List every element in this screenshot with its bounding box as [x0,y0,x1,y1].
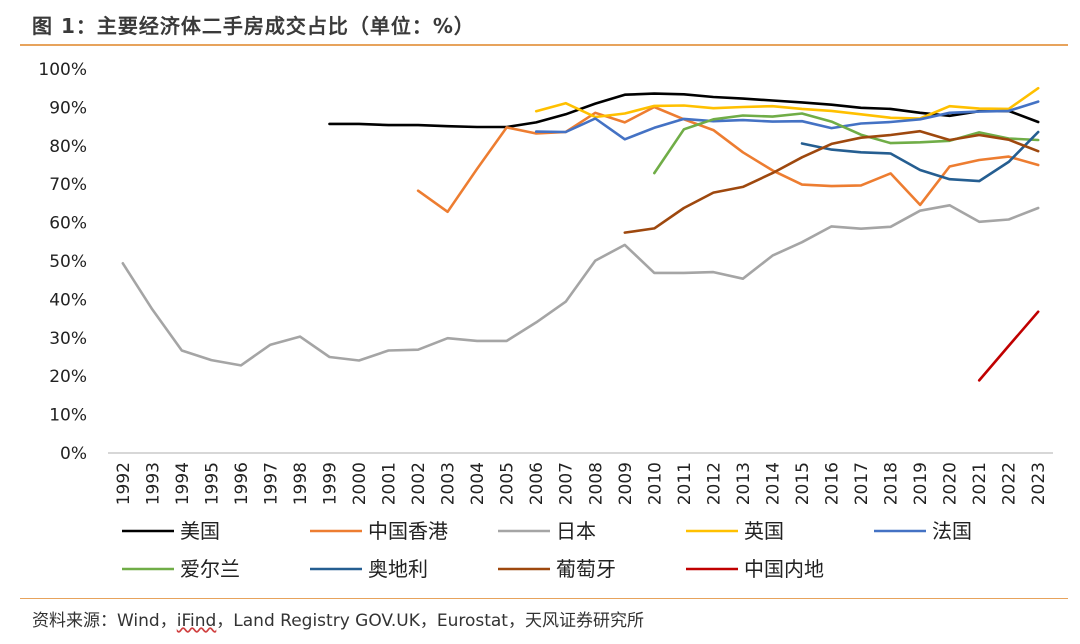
x-tick-label: 2002 [409,462,429,505]
x-tick-label: 1995 [202,462,222,505]
y-tick-label: 0% [60,444,87,464]
series-line-0 [328,92,1040,129]
y-tick-label: 30% [49,329,87,349]
y-tick-label: 80% [49,137,87,157]
y-tick-label: 100% [38,60,87,80]
x-tick-label: 2011 [675,462,695,505]
x-tick-label: 2018 [882,462,902,505]
series-line-4 [534,100,1040,141]
x-tick-label: 2010 [645,462,665,505]
y-tick-label: 10% [49,406,87,426]
y-tick-label: 70% [49,175,87,195]
x-tick-label: 2008 [586,462,606,505]
y-axis-tick-labels: 0% 10% 20% 30% 40% 50% 60% 70% 80% 90% 100% [38,60,87,464]
x-tick-label: 2007 [557,462,577,505]
x-tick-label: 2020 [941,462,961,505]
series-line-7 [623,129,1040,234]
title-divider [20,44,1068,46]
x-tick-label: 2015 [793,462,813,505]
source-suffix: ，Land Registry GOV.UK，Eurostat，天风证券研究所 [216,611,644,631]
x-tick-label: 1998 [291,462,311,505]
x-tick-label: 2005 [498,462,518,505]
legend-label-5: 爱尔兰 [180,557,240,581]
legend-label-7: 葡萄牙 [556,557,616,581]
series-line-3 [534,86,1040,120]
x-tick-label: 1992 [114,462,134,505]
x-tick-label: 2009 [616,462,636,505]
source-ifind: iFind [176,611,217,631]
legend-label-0: 美国 [180,519,220,543]
series-line-6 [800,130,1040,183]
x-tick-label: 2014 [763,462,783,505]
x-tick-label: 2016 [823,462,843,505]
y-tick-label: 50% [49,252,87,272]
chart-title: 图 1：主要经济体二手房成交占比（单位：%） [32,14,475,38]
legend-label-2: 日本 [556,519,596,543]
x-tick-label: 1993 [143,462,163,505]
x-tick-label: 2023 [1029,462,1049,505]
y-tick-label: 90% [49,98,87,118]
x-tick-label: 2013 [734,462,754,505]
x-tick-label: 1994 [173,462,193,505]
x-tick-label: 1999 [320,462,340,505]
x-tick-label: 2021 [970,462,990,505]
x-tick-label: 2022 [1000,462,1020,505]
line-chart: 0%10%20%30%40%50%60%70%80%90%100% 1992 19… [38,60,1053,581]
x-axis-tick-labels: 1992 1993 1994 1995 1996 1997 1998 1999 2000 2001… [114,462,1049,505]
series-line-5 [653,112,1040,175]
x-tick-label: 1996 [232,462,252,505]
x-tick-label: 2017 [852,462,872,505]
series-line-1 [416,105,1040,214]
legend-label-4: 法国 [932,519,972,543]
x-tick-label: 2004 [468,462,488,505]
legend-label-1: 中国香港 [368,519,448,543]
source-prefix: 资料来源：Wind， [32,611,177,631]
series-line-2 [121,204,1040,367]
footer-divider [20,598,1068,599]
y-tick-label: 40% [49,290,87,310]
y-tick-label: 20% [49,367,87,387]
source-note: 资料来源：Wind，iFind，Land Registry GOV.UK，Eur… [32,606,644,631]
legend-label-8: 中国内地 [744,557,824,581]
x-tick-label: 2000 [350,462,370,505]
y-tick-label: 60% [49,214,87,234]
x-tick-label: 2001 [380,462,400,505]
legend-label-6: 奥地利 [368,557,428,581]
series-line-8 [977,310,1040,382]
series-lines [121,86,1040,382]
x-tick-label: 1997 [261,462,281,505]
x-tick-label: 2019 [911,462,931,505]
x-tick-label: 2006 [527,462,547,505]
x-tick-label: 2012 [704,462,724,505]
legend-label-3: 英国 [744,519,784,543]
x-tick-label: 2003 [439,462,459,505]
